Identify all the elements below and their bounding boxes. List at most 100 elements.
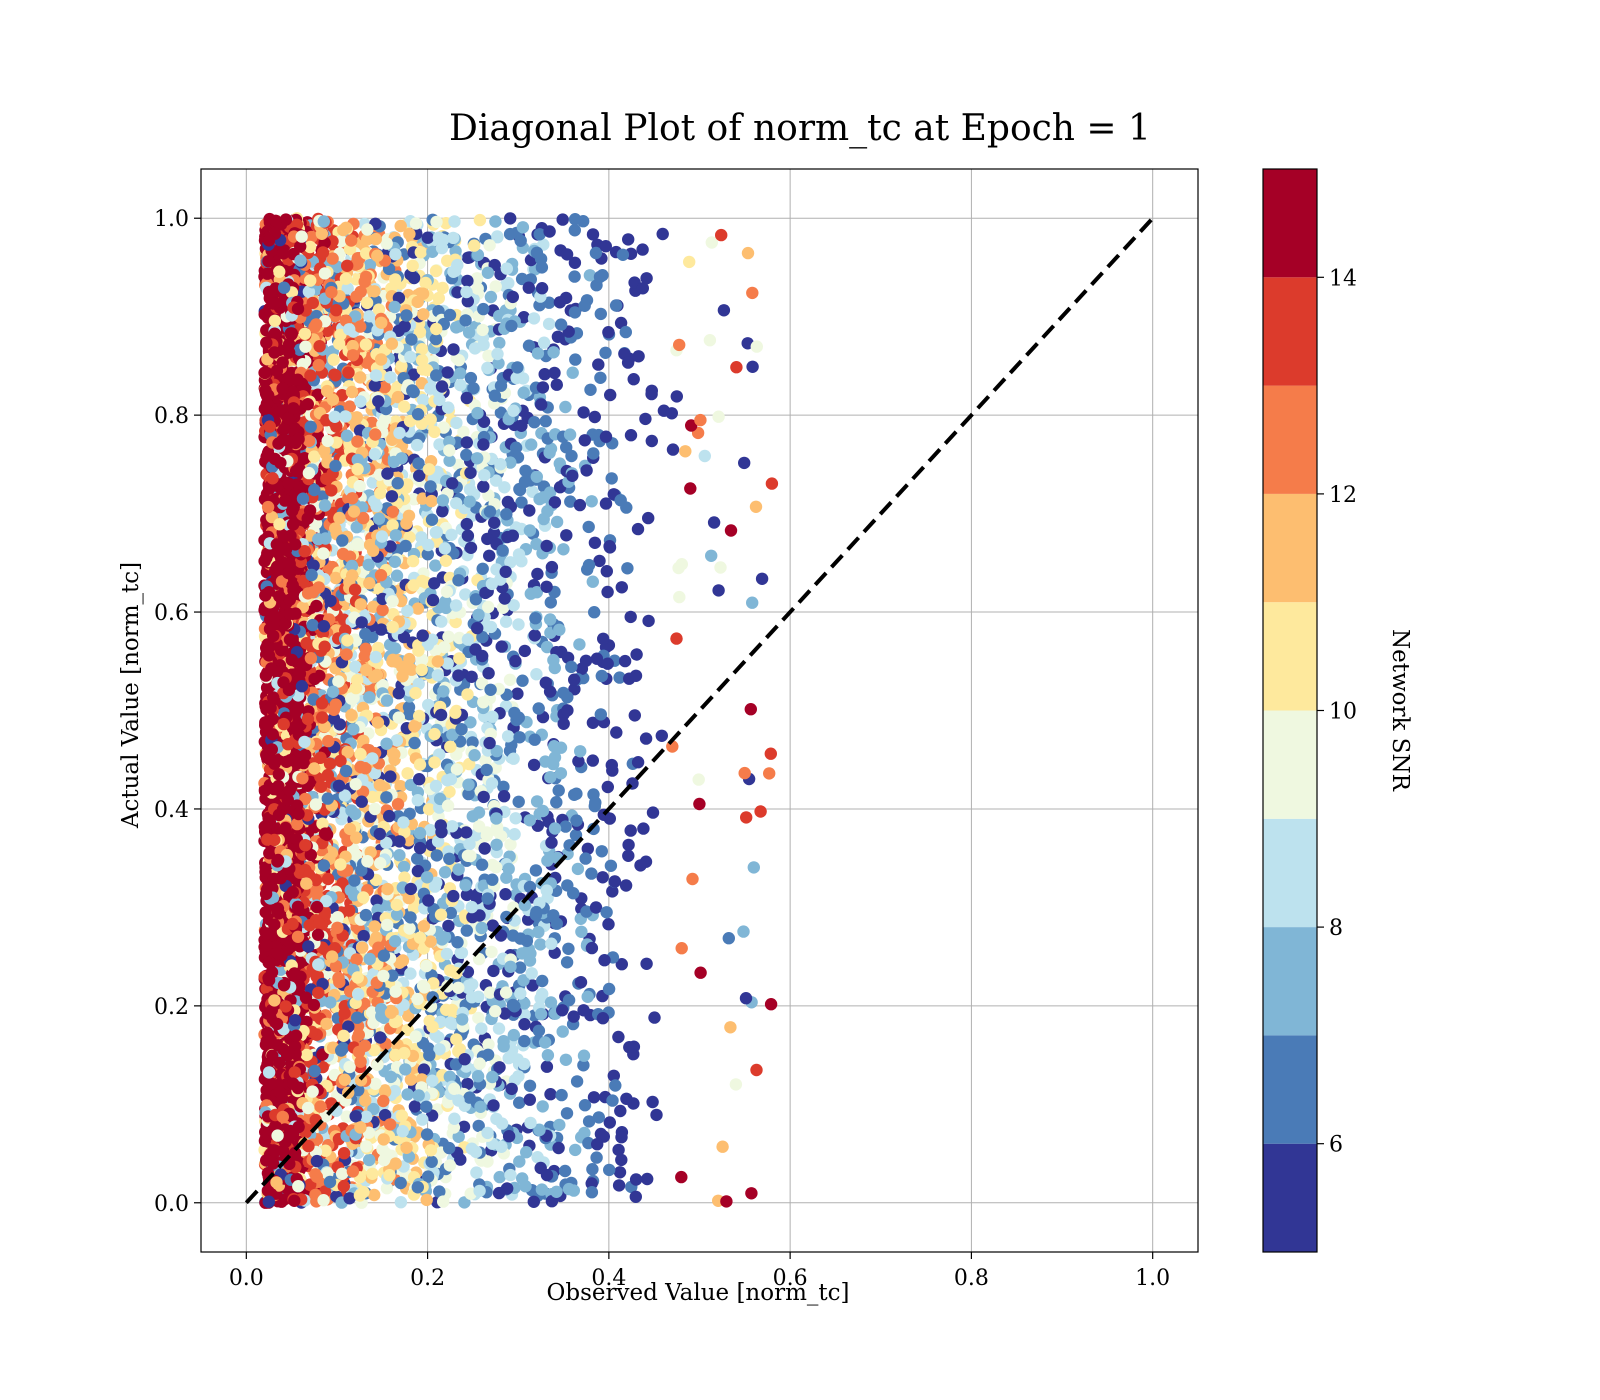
scatter-point — [501, 730, 515, 743]
scatter-point — [438, 866, 452, 879]
scatter-point — [492, 1022, 506, 1035]
scatter-point — [586, 754, 599, 767]
scatter-point — [642, 614, 655, 628]
scatter-point — [459, 588, 472, 601]
scatter-point — [610, 726, 623, 739]
scatter-point — [406, 554, 420, 568]
scatter-point — [619, 325, 632, 339]
scatter-point — [498, 481, 511, 494]
scatter-point — [553, 296, 567, 309]
scatter-point — [565, 660, 578, 674]
scatter-point — [495, 640, 508, 653]
scatter-point — [738, 456, 751, 470]
scatter-point — [590, 1151, 603, 1164]
scatter-point — [538, 1036, 552, 1049]
scatter-point — [518, 644, 531, 658]
scatter-point — [692, 773, 705, 786]
scatter-point — [429, 559, 442, 572]
scatter-point — [645, 384, 658, 397]
scatter-point — [482, 667, 495, 680]
scatter-point — [544, 596, 557, 609]
scatter-point — [560, 956, 574, 969]
scatter-point — [712, 584, 725, 597]
scatter-point — [684, 482, 697, 495]
scatter-point — [492, 357, 505, 370]
scatter-point — [694, 966, 707, 979]
scatter-point — [624, 429, 638, 442]
scatter-point — [559, 820, 572, 833]
scatter-point — [655, 729, 668, 742]
scatter-point — [744, 703, 757, 716]
scatter-point — [437, 685, 450, 698]
scatter-point — [588, 410, 601, 424]
scatter-point — [529, 864, 543, 877]
scatter-point — [454, 367, 467, 380]
scatter-point — [764, 747, 777, 760]
scatter-point — [577, 1049, 591, 1062]
scatter-point — [556, 213, 569, 226]
scatter-point — [475, 677, 489, 690]
scatter-point — [547, 346, 560, 359]
scatter-point — [630, 648, 643, 661]
scatter-point — [465, 670, 478, 683]
scatter-point — [537, 512, 550, 526]
scatter-point — [460, 448, 473, 462]
scatter-points — [258, 212, 779, 1209]
scatter-point — [581, 842, 594, 855]
scatter-point — [675, 942, 688, 955]
scatter-point — [603, 1116, 616, 1129]
scatter-point — [579, 852, 592, 865]
scatter-point — [504, 1168, 517, 1182]
scatter-point — [445, 1003, 459, 1017]
scatter-point — [580, 464, 593, 477]
scatter-point — [619, 879, 633, 892]
scatter-point — [469, 593, 483, 606]
scatter-point — [484, 290, 498, 304]
scatter-point — [581, 990, 594, 1003]
scatter-point — [707, 516, 721, 529]
scatter-point — [394, 780, 407, 793]
scatter-point — [526, 979, 539, 992]
scatter-point — [510, 371, 523, 385]
scatter-point — [401, 1088, 414, 1101]
scatter-point — [429, 526, 442, 539]
scatter-point — [384, 1070, 398, 1084]
scatter-point — [631, 756, 645, 769]
scatter-point — [612, 1030, 625, 1044]
scatter-point — [562, 942, 575, 955]
scatter-point — [590, 652, 604, 665]
scatter-point — [425, 513, 439, 526]
scatter-point — [592, 358, 605, 371]
scatter-point — [601, 780, 614, 794]
scatter-point — [553, 1118, 566, 1132]
scatter-point — [479, 754, 492, 767]
scatter-point — [597, 632, 610, 645]
scatter-point — [536, 804, 550, 818]
scatter-point — [665, 407, 678, 420]
scatter-point — [612, 1143, 625, 1157]
scatter-point — [340, 1110, 353, 1123]
scatter-point — [586, 228, 600, 241]
scatter-point — [550, 515, 564, 529]
scatter-point — [615, 581, 628, 594]
scatter-point — [552, 1141, 565, 1155]
scatter-point — [577, 406, 590, 419]
scatter-point — [575, 925, 588, 938]
scatter-point — [670, 390, 683, 403]
scatter-point — [599, 497, 613, 510]
scatter-point — [512, 795, 525, 808]
scatter-point — [604, 859, 618, 872]
scatter-point — [675, 1170, 688, 1184]
scatter-point — [560, 529, 573, 542]
scatter-point — [747, 861, 760, 874]
scatter-point — [388, 300, 401, 314]
scatter-point — [589, 246, 603, 260]
scatter-point — [570, 1075, 584, 1088]
scatter-point — [464, 716, 477, 729]
scatter-point — [394, 1196, 408, 1209]
scatter-point — [532, 925, 545, 939]
scatter-point — [389, 273, 402, 286]
scatter-point — [714, 561, 727, 574]
scatter-point — [472, 1011, 485, 1025]
